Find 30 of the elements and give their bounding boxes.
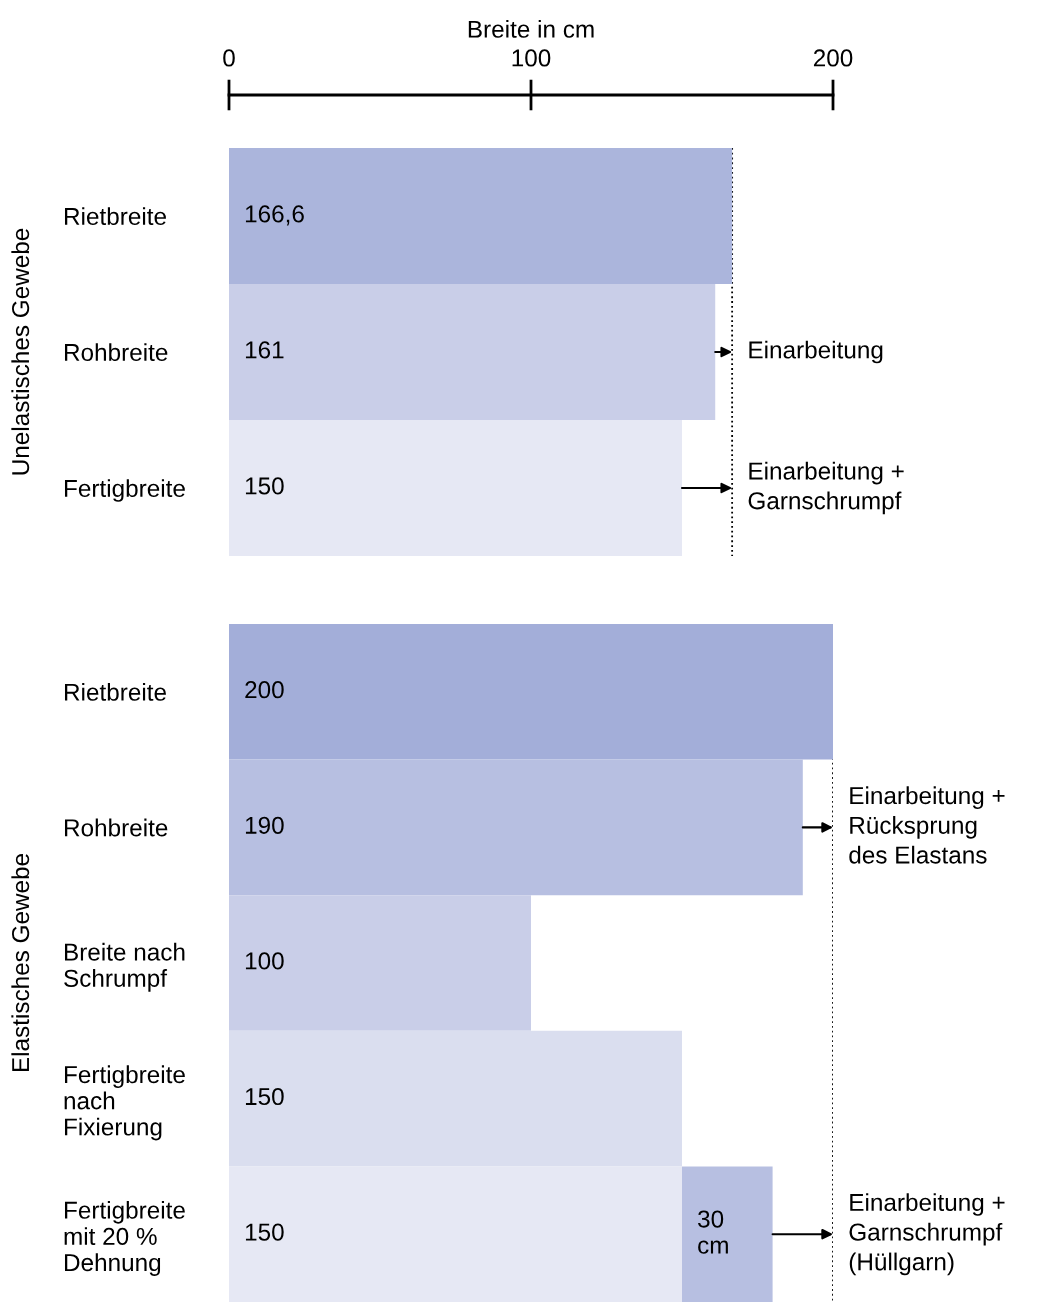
data-label: 150 xyxy=(245,1223,284,1241)
data-label: 30 cm xyxy=(698,1210,728,1254)
y-tick-label: Fertigbreite nach Fixierung xyxy=(64,1065,185,1141)
data-label: 190 xyxy=(245,816,284,834)
text: Einarbeitung + Rücksprung des Elastans xyxy=(849,786,1005,864)
y-tick-label: Rohbreite xyxy=(64,343,168,362)
bar xyxy=(682,1166,773,1302)
data-label: 150 xyxy=(245,1087,284,1106)
y-tick-label: Breite nach Schrumpf xyxy=(64,942,185,992)
data-label: 100 xyxy=(245,952,284,970)
x-tick-label: 0 xyxy=(223,49,235,67)
text: Einarbeitung + Garnschrumpf (Hüllgarn) xyxy=(849,1193,1005,1276)
bar xyxy=(229,895,531,1031)
y-tick-label: Fertigbreite xyxy=(64,479,185,502)
y-tick-label: Rietbreite xyxy=(64,207,166,226)
x-axis-title: Breite in cm xyxy=(468,20,594,38)
y-tick-label: Rietbreite xyxy=(64,682,166,701)
annotation: Einarbeitung + Garnschrumpf xyxy=(748,461,904,515)
y-tick-label: Fertigbreite mit 20 % Dehnung xyxy=(64,1200,185,1276)
data-label: 161 xyxy=(245,341,284,359)
data-label: 150 xyxy=(245,477,284,495)
data-label: 200 xyxy=(245,681,284,699)
data-label: 166,6 xyxy=(245,205,304,226)
bar xyxy=(229,624,833,760)
x-tick-label: 100 xyxy=(512,49,551,67)
x-tick-label: 200 xyxy=(813,49,853,67)
y-axis-title: Unelastisches Gewebe xyxy=(11,228,30,475)
y-axis-title: Elastisches Gewebe xyxy=(11,853,30,1072)
y-tick-label: Rohbreite xyxy=(64,818,168,837)
annotation: Einarbeitung xyxy=(749,340,883,364)
